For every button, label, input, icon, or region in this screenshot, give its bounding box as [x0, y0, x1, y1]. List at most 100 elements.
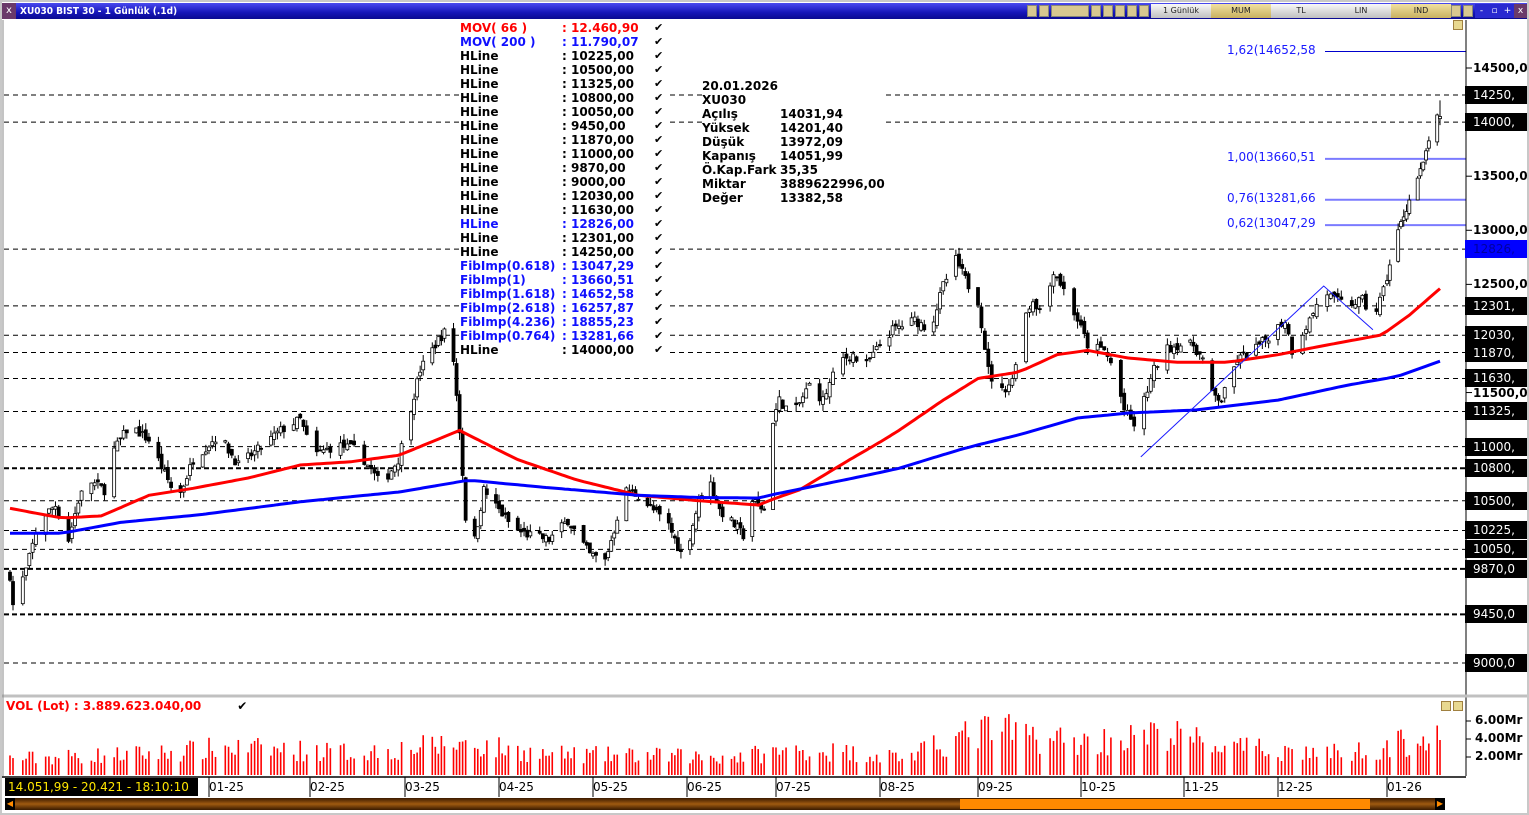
tools-icon[interactable] [1463, 5, 1473, 17]
candle-body [223, 440, 228, 443]
hline-price-label: 11630, [1465, 369, 1527, 388]
price-tick-label: 13000,00 [1473, 223, 1527, 238]
currency-button[interactable]: TL [1271, 4, 1331, 18]
panel-options-button[interactable] [1453, 20, 1463, 30]
price-tick-label: 12500,00 [1473, 277, 1527, 292]
candle-body [1415, 177, 1420, 201]
scroll-left-icon[interactable]: ◀ [5, 798, 15, 810]
candle-body [672, 535, 677, 539]
month-label: 01-25 [209, 780, 244, 794]
check-icon[interactable]: ✔ [654, 161, 664, 174]
check-icon[interactable]: ✔ [654, 119, 664, 132]
fib-level-label: 0,76(13281,66 [1227, 190, 1316, 205]
check-icon[interactable]: ✔ [654, 21, 664, 34]
check-icon[interactable]: ✔ [654, 287, 664, 300]
legend-value: : 9000,00 [562, 175, 626, 189]
candle-body [255, 444, 260, 452]
crosshair-icon[interactable] [1127, 5, 1137, 17]
candle-body [976, 287, 980, 305]
candle-body [328, 446, 333, 453]
candle-body [944, 278, 949, 284]
candle-body [412, 398, 416, 415]
check-icon[interactable]: ✔ [654, 315, 664, 328]
month-label: 02-25 [310, 780, 345, 794]
volume-check-icon[interactable]: ✔ [237, 699, 248, 713]
close-button[interactable]: x [1514, 4, 1527, 18]
candle-body [389, 470, 394, 480]
candle-body [484, 488, 489, 495]
info-value: 3889622996,00 [780, 177, 885, 191]
period-button[interactable]: 1 Günlük [1151, 4, 1211, 18]
check-icon[interactable]: ✔ [654, 343, 664, 356]
candle-body [1031, 301, 1035, 313]
candle-body [720, 506, 725, 518]
candle-body [1435, 114, 1440, 143]
scroll-right-icon[interactable]: ▶ [1435, 798, 1445, 810]
legend-row: HLine: 11000,00 ✔ [460, 147, 668, 161]
candle-body [821, 396, 825, 405]
check-icon[interactable]: ✔ [654, 329, 664, 342]
check-icon[interactable]: ✔ [654, 203, 664, 216]
candle-body [1339, 296, 1344, 300]
candle-body [587, 542, 592, 554]
check-icon[interactable]: ✔ [654, 217, 664, 230]
check-icon[interactable]: ✔ [654, 105, 664, 118]
check-icon[interactable]: ✔ [654, 147, 664, 160]
volume-close-button[interactable] [1453, 701, 1463, 711]
info-key: Düşük [702, 135, 745, 149]
candle-body [8, 571, 12, 581]
candle-body [1325, 294, 1330, 307]
month-label: 03-25 [405, 780, 440, 794]
draw-icon[interactable] [1103, 5, 1113, 17]
scale-button[interactable]: LIN [1331, 4, 1391, 18]
candle-body [1407, 199, 1412, 214]
check-icon[interactable]: ✔ [654, 35, 664, 48]
scrollbar-thumb[interactable] [960, 799, 1370, 809]
candle-body [1027, 308, 1032, 313]
check-icon[interactable]: ✔ [654, 273, 664, 286]
indicators-button[interactable]: IND [1391, 4, 1451, 18]
volume-options-button[interactable] [1441, 701, 1451, 711]
check-icon[interactable]: ✔ [654, 133, 664, 146]
check-icon[interactable]: ✔ [654, 245, 664, 258]
candle-body [669, 523, 674, 533]
candle-body [162, 469, 167, 472]
hline-price-label: 9870,0 [1465, 559, 1527, 578]
grid-icon[interactable] [1091, 5, 1101, 17]
pin-icon[interactable] [1451, 5, 1461, 17]
candle-body [369, 464, 373, 470]
restore-button[interactable]: ▫ [1488, 4, 1501, 18]
candle-body [824, 393, 829, 400]
check-icon[interactable]: ✔ [654, 189, 664, 202]
check-icon[interactable]: ✔ [654, 49, 664, 62]
candle-body [1418, 168, 1423, 177]
maximize-button[interactable]: + [1501, 4, 1514, 18]
legend-value: : 11630,00 [562, 203, 634, 217]
legend-name: HLine [460, 91, 499, 105]
settings-icon[interactable] [1027, 5, 1037, 17]
legend-value: : 10500,00 [562, 63, 634, 77]
candle-body [1328, 293, 1333, 299]
info-symbol: XU030 [702, 93, 747, 107]
legend-name: FibImp(4.236) [460, 315, 556, 329]
pencil-icon[interactable] [1115, 5, 1125, 17]
legend-row: FibImp(4.236): 18855,23 ✔ [460, 315, 668, 329]
time-scrollbar[interactable]: ◀ ▶ [5, 798, 1445, 810]
check-icon[interactable]: ✔ [654, 175, 664, 188]
chart-type-button[interactable]: MUM [1211, 4, 1271, 18]
check-icon[interactable]: ✔ [654, 63, 664, 76]
check-icon[interactable]: ✔ [654, 259, 664, 272]
indicator-icon[interactable] [1139, 5, 1149, 17]
check-icon[interactable]: ✔ [654, 231, 664, 244]
color-icon[interactable] [1039, 5, 1049, 17]
candle-body [654, 506, 659, 511]
check-icon[interactable]: ✔ [654, 91, 664, 104]
close-window-button[interactable]: x [2, 3, 16, 19]
check-icon[interactable]: ✔ [654, 301, 664, 314]
info-key: Ö.Kap.Fark [702, 163, 777, 177]
template-icon[interactable] [1051, 5, 1089, 17]
minimize-button[interactable]: - [1475, 4, 1488, 18]
candle-body [1051, 274, 1056, 287]
check-icon[interactable]: ✔ [654, 77, 664, 90]
